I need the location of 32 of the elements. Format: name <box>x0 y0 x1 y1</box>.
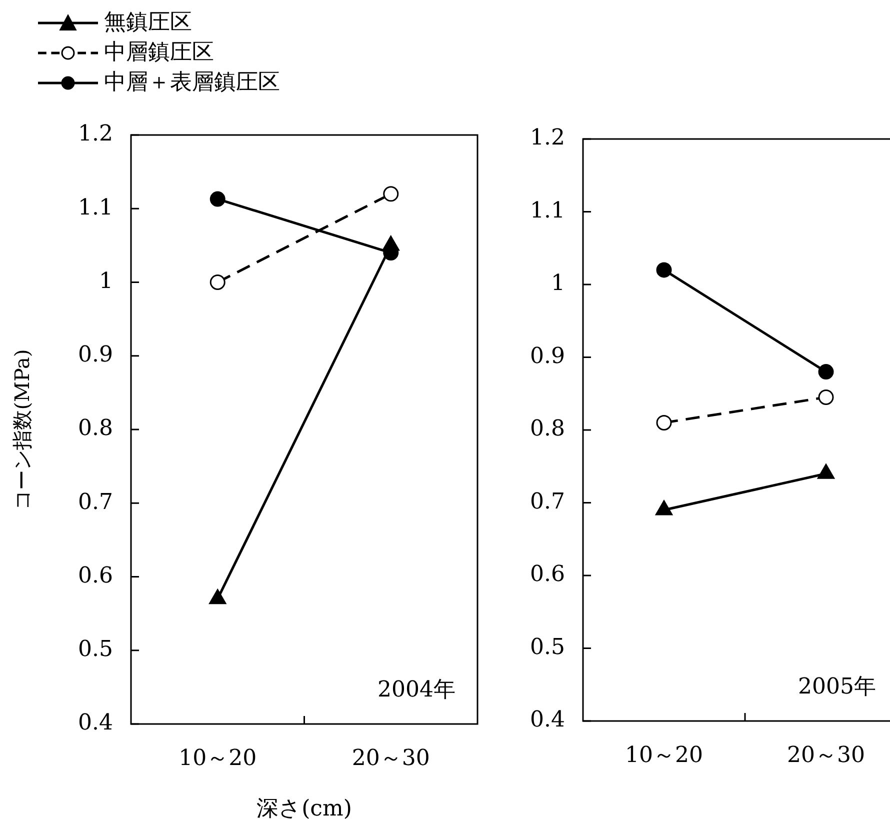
y-tick-label: 0.6 <box>530 562 565 588</box>
legend-label: 無鎮圧区 <box>104 9 192 37</box>
y-tick-label: 0.7 <box>530 489 565 514</box>
y-axis-title: コーン指数(MPa) <box>10 349 34 510</box>
y-tick-label: 0.9 <box>530 344 565 369</box>
y-tick-label: 1.1 <box>78 195 113 220</box>
y-tick-label: 0.9 <box>78 342 113 368</box>
y-tick-label: 1 <box>551 271 565 296</box>
y-tick-label: 0.4 <box>530 708 565 733</box>
x-tick-label: 20～30 <box>787 742 865 768</box>
y-tick-label: 1.2 <box>78 122 113 147</box>
point <box>210 191 226 207</box>
y-tick-label: 0.4 <box>78 710 113 736</box>
x-tick-label: 10～20 <box>625 742 703 768</box>
y-tick-label: 0.5 <box>530 634 565 660</box>
y-tick-label: 0.7 <box>78 490 113 515</box>
x-tick-label: 10～20 <box>178 746 257 771</box>
legend-label: 中層＋表層鎮圧区 <box>104 69 280 97</box>
y-tick-label: 1.2 <box>530 126 565 151</box>
annotation: 2005年 <box>798 674 876 700</box>
legend-label: 中層鎮圧区 <box>104 39 214 67</box>
point <box>210 274 226 290</box>
y-tick-label: 0.6 <box>78 563 113 588</box>
annotation: 2004年 <box>378 678 456 703</box>
y-tick-label: 0.8 <box>530 416 565 442</box>
point <box>383 186 399 202</box>
x-axis-title: 深さ(cm) <box>256 796 352 819</box>
y-tick-label: 0.8 <box>78 416 113 442</box>
y-tick-label: 1.1 <box>530 198 565 224</box>
x-tick-label: 20～30 <box>352 746 430 771</box>
y-tick-label: 0.5 <box>78 637 113 662</box>
y-tick-label: 1 <box>99 268 113 294</box>
